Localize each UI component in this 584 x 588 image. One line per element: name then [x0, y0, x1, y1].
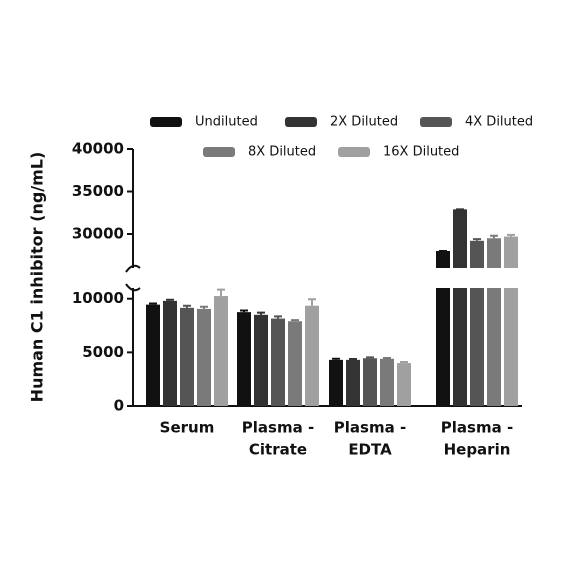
error-bar	[166, 298, 174, 301]
legend-swatch	[150, 117, 182, 127]
x-tick-label: Heparin	[444, 441, 511, 459]
error-bar	[349, 358, 357, 361]
bar	[453, 209, 467, 268]
bar	[271, 318, 285, 406]
legend-swatch	[338, 147, 370, 157]
bar	[487, 288, 501, 406]
y-tick-label: 5000	[82, 343, 124, 361]
error-bar	[400, 361, 408, 364]
bar	[397, 363, 411, 406]
error-bar	[332, 357, 340, 360]
bar	[363, 358, 377, 406]
bar	[288, 321, 302, 406]
bar	[197, 308, 211, 406]
error-bar	[183, 304, 191, 308]
x-tick-label: EDTA	[348, 441, 392, 459]
bar	[470, 240, 484, 268]
x-tick-label: Plasma -	[334, 419, 406, 437]
y-tick-label: 10000	[72, 289, 124, 307]
axis-break	[125, 264, 141, 273]
axis-break	[125, 283, 141, 292]
error-bar	[490, 234, 498, 239]
error-bar	[473, 238, 481, 241]
y-tick-label: 30000	[72, 225, 124, 243]
x-tick-label: Plasma -	[441, 419, 513, 437]
bar	[163, 300, 177, 406]
bar	[237, 312, 251, 406]
y-tick-label: 35000	[72, 182, 124, 200]
x-tick-label: Citrate	[249, 441, 307, 459]
legend-label: 4X Diluted	[465, 115, 533, 130]
error-bar	[308, 298, 316, 306]
bar	[380, 358, 394, 406]
legend-label: Undiluted	[195, 115, 258, 130]
bar	[346, 359, 360, 406]
legend-swatch	[420, 117, 452, 127]
error-bar	[366, 356, 374, 359]
bar	[146, 304, 160, 406]
error-bar	[257, 311, 265, 315]
bar	[470, 288, 484, 406]
error-bar	[507, 233, 515, 237]
bar	[305, 305, 319, 406]
error-bar	[240, 309, 248, 313]
error-bar	[383, 356, 391, 359]
y-tick-label: 40000	[72, 140, 124, 158]
legend-label: 16X Diluted	[383, 145, 459, 160]
bar	[214, 296, 228, 406]
bar	[436, 288, 450, 406]
bar	[487, 238, 501, 268]
x-tick-label: Serum	[160, 419, 215, 437]
bar	[436, 251, 450, 268]
y-axis-label: Human C1 inhibitor (ng/mL)	[28, 152, 47, 403]
error-bar	[291, 319, 299, 322]
y-tick-label: 0	[114, 397, 124, 415]
error-bar	[274, 315, 282, 319]
bar	[504, 236, 518, 268]
bar	[180, 307, 194, 406]
bar	[453, 288, 467, 406]
legend-swatch	[203, 147, 235, 157]
legend-label: 8X Diluted	[248, 145, 316, 160]
legend-label: 2X Diluted	[330, 115, 398, 130]
bar	[504, 288, 518, 406]
bar	[254, 314, 268, 406]
x-tick-label: Plasma -	[242, 419, 314, 437]
bar	[329, 359, 343, 406]
error-bar	[200, 305, 208, 309]
error-bar	[217, 288, 225, 297]
error-bar	[149, 302, 157, 305]
legend-swatch	[285, 117, 317, 127]
